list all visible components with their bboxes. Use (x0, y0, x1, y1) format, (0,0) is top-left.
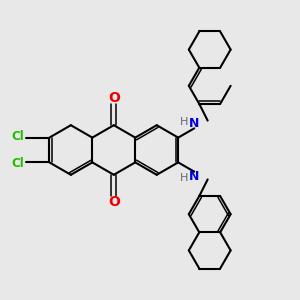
Text: N: N (188, 117, 199, 130)
Text: H: H (180, 173, 189, 183)
Text: Cl: Cl (11, 158, 24, 170)
Text: O: O (108, 195, 120, 209)
Text: Cl: Cl (11, 130, 24, 142)
Text: H: H (180, 117, 189, 127)
Text: N: N (188, 169, 199, 183)
Text: O: O (108, 91, 120, 105)
